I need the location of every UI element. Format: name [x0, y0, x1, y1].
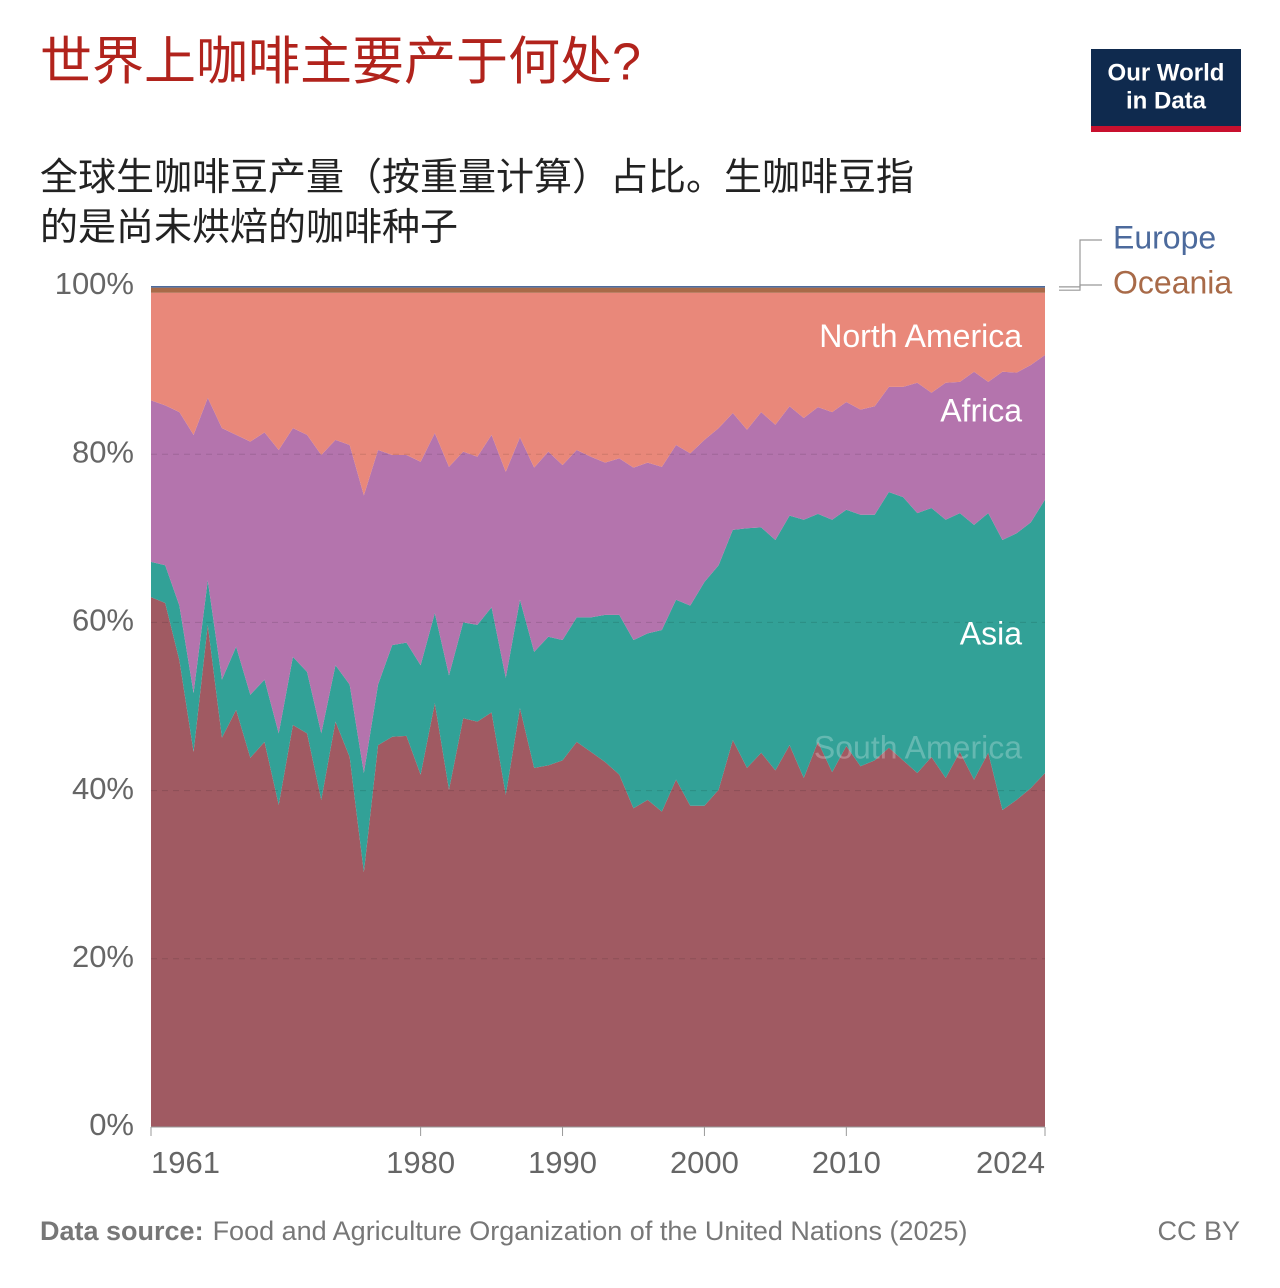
x-tick-label: 2024 — [976, 1145, 1045, 1180]
y-tick-label: 60% — [72, 603, 134, 638]
y-tick-label: 20% — [72, 939, 134, 974]
series-label: Oceania — [1113, 264, 1232, 300]
logo-bar — [1091, 126, 1241, 132]
area — [151, 292, 1045, 496]
license: CC BY — [1157, 1216, 1240, 1246]
x-tick-label: 1961 — [151, 1145, 220, 1180]
chart-title: 世界上咖啡主要产于何处? — [40, 34, 641, 92]
area — [151, 286, 1045, 288]
logo-box — [1091, 49, 1241, 127]
y-tick-label: 100% — [55, 266, 134, 301]
subtitle: 全球生咖啡豆产量（按重量计算）占比。生咖啡豆指 — [40, 157, 914, 199]
series-label: South America — [814, 729, 1022, 765]
series-label: Europe — [1113, 219, 1216, 255]
logo-text: Our World — [1108, 59, 1225, 86]
series-label: Africa — [940, 393, 1022, 429]
label-connector — [1059, 239, 1102, 288]
subtitle: 的是尚未烘焙的咖啡种子 — [40, 207, 458, 249]
x-tick-label: 2000 — [670, 1145, 739, 1180]
y-tick-label: 0% — [89, 1107, 134, 1142]
label-connector — [1059, 284, 1102, 291]
x-tick-label: 1990 — [528, 1145, 597, 1180]
series-label: Asia — [960, 616, 1022, 652]
x-tick-label: 2010 — [812, 1145, 881, 1180]
area — [151, 492, 1045, 873]
area — [151, 597, 1045, 1127]
y-tick-label: 80% — [72, 434, 134, 469]
series-label: North America — [819, 318, 1022, 354]
area — [151, 287, 1045, 293]
y-tick-label: 40% — [72, 771, 134, 806]
source: Food and Agriculture Organization of the… — [213, 1216, 968, 1246]
source-label: Data source: — [40, 1216, 204, 1246]
x-tick-label: 1980 — [386, 1145, 455, 1180]
logo-text: in Data — [1126, 87, 1207, 114]
area — [151, 354, 1045, 773]
